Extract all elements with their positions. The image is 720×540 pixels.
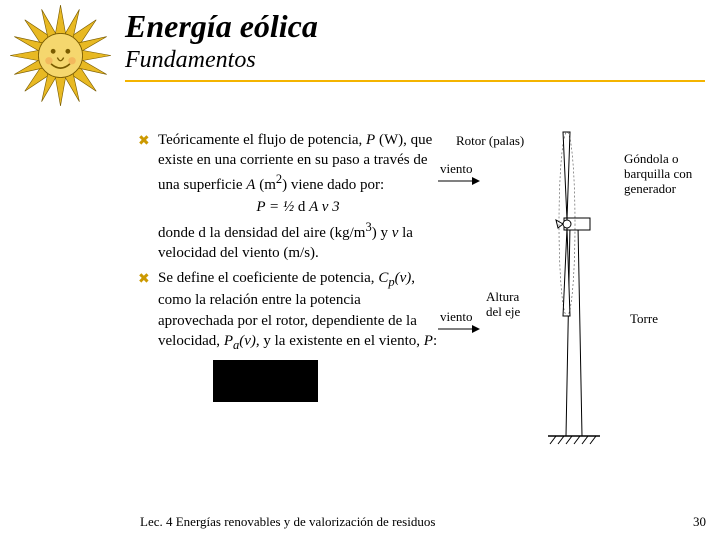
b2-Pfinal: P [424,333,433,349]
formula-d: d [298,199,309,215]
formula-blackbox [213,360,318,402]
b1-P: P [366,132,375,148]
b2-v: (v) [395,270,412,286]
turbine-diagram: Rotor (palas) viento viento Altura del e… [438,130,698,460]
label-altura: Altura del eje [486,290,532,320]
b1-text-a: Teóricamente el flujo de potencia, [158,132,366,148]
b1-after-c: ) y [372,225,392,241]
footer-text: Lec. 4 Energías renovables y de valoriza… [140,514,435,530]
b1-after-b: la densidad del aire (kg/m [210,225,366,241]
bullet-2: ✖ Se define el coeficiente de potencia, … [138,268,438,354]
title-separator [125,80,705,82]
b1-after-d: d [198,225,209,241]
b2-Pa: P [224,333,233,349]
b2-pre: Se define el coeficiente de potencia, [158,270,378,286]
b2-C: C [378,270,388,286]
bullet-icon: ✖ [138,133,150,152]
page-subtitle: Fundamentos [125,47,705,74]
arrow-icon [438,324,480,334]
bullet-1: ✖ Teóricamente el flujo de potencia, P (… [138,130,438,264]
formula-pre: P = ½ [256,199,298,215]
page-number: 30 [693,514,706,530]
label-torre: Torre [630,312,658,327]
label-gondola: Góndola o barquilla con generador [624,152,694,197]
text-column: ✖ Teóricamente el flujo de potencia, P (… [138,130,438,460]
arrow-icon [438,176,480,186]
bullet-icon: ✖ [138,271,150,290]
label-rotor: Rotor (palas) [456,134,524,149]
b1-after-a: donde [158,225,198,241]
b2-pv: (v) [239,333,256,349]
formula: P = ½ d A v 3 [158,197,438,217]
label-viento1: viento [440,162,473,177]
b1-text-c: ) viene dado por: [282,177,384,193]
label-viento2: viento [440,310,473,325]
b2-colon: : [433,333,437,349]
b2-end: , y la existente en el viento, [256,333,424,349]
sun-icon [8,3,113,108]
formula-post: A v 3 [309,199,340,215]
b1-m2a: (m [255,177,275,193]
page-title: Energía eólica [125,8,705,45]
